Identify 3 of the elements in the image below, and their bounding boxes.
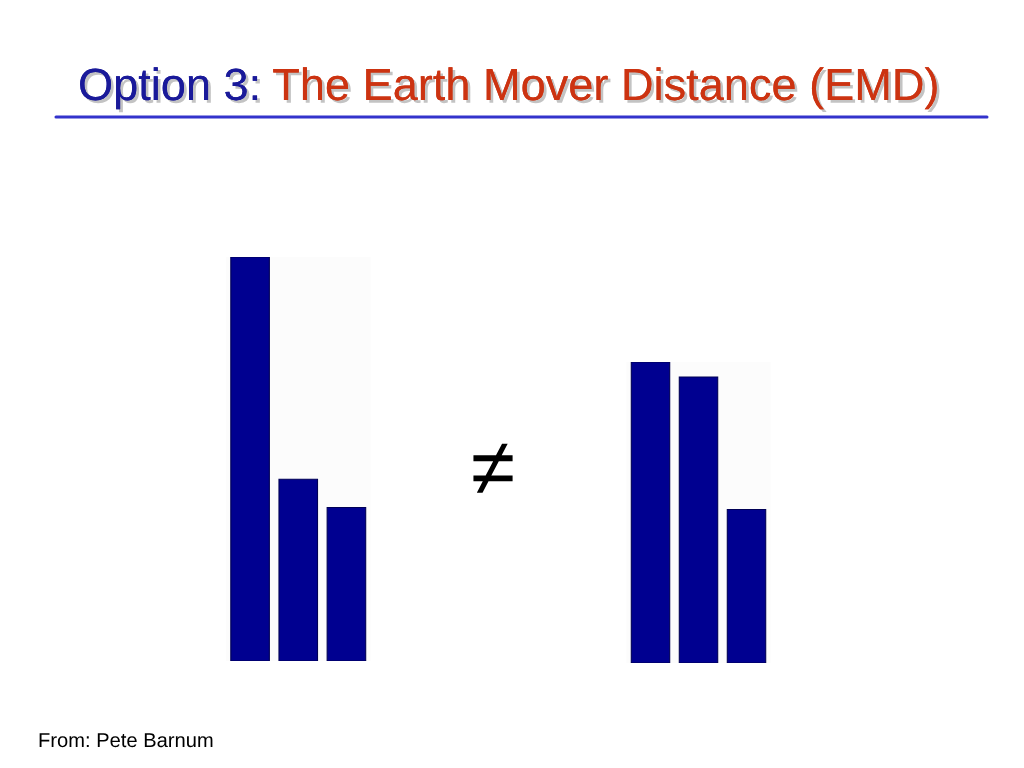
text: ≠ xyxy=(473,443,513,493)
text: From: Pete Barnum xyxy=(39,733,213,748)
text: Option 3: The Earth Mover Distance (EMD) xyxy=(80,67,940,113)
